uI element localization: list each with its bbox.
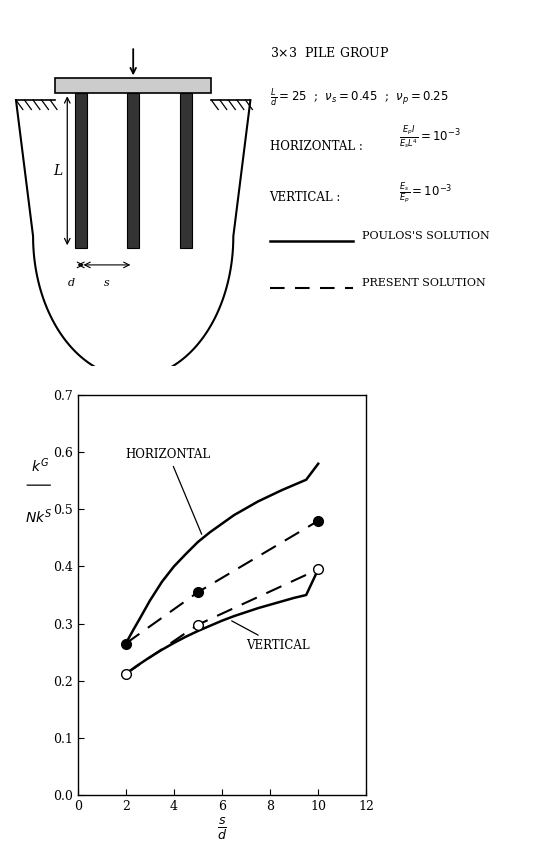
Text: POULOS'S SOLUTION: POULOS'S SOLUTION bbox=[362, 231, 490, 241]
Text: 3$\times$3  PILE GROUP: 3$\times$3 PILE GROUP bbox=[270, 46, 388, 61]
Polygon shape bbox=[180, 93, 192, 248]
Text: VERTICAL :: VERTICAL : bbox=[270, 191, 341, 204]
Text: s: s bbox=[104, 278, 110, 288]
Text: $k^G$: $k^G$ bbox=[31, 457, 49, 475]
Text: VERTICAL: VERTICAL bbox=[231, 621, 310, 653]
Text: PRESENT SOLUTION: PRESENT SOLUTION bbox=[362, 278, 486, 288]
Text: d: d bbox=[67, 278, 74, 288]
Polygon shape bbox=[55, 78, 211, 93]
Text: HORIZONTAL :: HORIZONTAL : bbox=[270, 140, 362, 153]
Polygon shape bbox=[127, 93, 139, 248]
Text: $\frac{E_s}{E_p}$$= 10^{-3}$: $\frac{E_s}{E_p}$$= 10^{-3}$ bbox=[400, 181, 453, 206]
Text: HORIZONTAL: HORIZONTAL bbox=[126, 448, 211, 534]
Text: $\frac{E_p I}{E_s L^4}$$= 10^{-3}$: $\frac{E_p I}{E_s L^4}$$= 10^{-3}$ bbox=[400, 124, 461, 151]
Text: $\frac{L}{d}$$= 25$  ;  $\nu_s$$=0.45$  ;  $\nu_p$$=0.25$: $\frac{L}{d}$$= 25$ ; $\nu_s$$=0.45$ ; $… bbox=[270, 87, 448, 109]
X-axis label: $\frac{s}{d}$: $\frac{s}{d}$ bbox=[217, 816, 227, 841]
Polygon shape bbox=[74, 93, 87, 248]
Text: L: L bbox=[53, 164, 62, 177]
Text: $Nk^S$: $Nk^S$ bbox=[25, 507, 52, 526]
